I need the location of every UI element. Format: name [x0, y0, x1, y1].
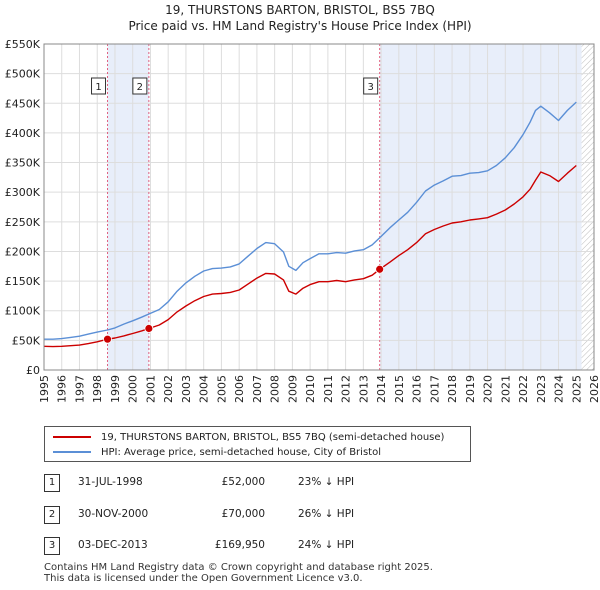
x-tick-label: 2018 — [446, 375, 459, 403]
y-tick-label: £0 — [26, 364, 40, 377]
hpi-line — [44, 101, 577, 340]
x-tick-label: 2013 — [357, 375, 370, 403]
legend-item-property: 19, THURSTONS BARTON, BRISTOL, BS5 7BQ (… — [53, 430, 444, 444]
x-tick-label: 2007 — [251, 375, 264, 403]
sale-price: £169,950 — [214, 539, 265, 551]
sale-hpi-diff: 23% ↓ HPI — [298, 476, 355, 488]
sale-date: 30-NOV-2000 — [78, 508, 149, 520]
x-tick-label: 1999 — [109, 375, 122, 403]
sale-number-badge: 2 — [44, 506, 60, 524]
sale-price: £52,000 — [221, 476, 265, 488]
x-tick-label: 1996 — [56, 375, 69, 403]
x-tick-label: 2017 — [428, 375, 441, 403]
x-tick-label: 2016 — [411, 375, 424, 403]
sale-price: £70,000 — [221, 508, 265, 520]
table-row: 1 31-JUL-1998 £52,000 23% ↓ HPI — [0, 474, 600, 498]
legend-swatch-hpi — [53, 451, 91, 453]
x-tick-label: 2008 — [269, 375, 282, 403]
x-tick-label: 2012 — [340, 375, 353, 403]
legend-swatch-property — [53, 436, 91, 438]
chart-subtitle: Price paid vs. HM Land Registry's House … — [128, 19, 472, 33]
legend-item-hpi: HPI: Average price, semi-detached house,… — [53, 445, 381, 459]
sale-label-box — [363, 77, 379, 95]
x-tick-label: 1998 — [91, 375, 104, 403]
x-tick-label: 1995 — [38, 375, 51, 403]
y-tick-label: £500K — [5, 68, 41, 81]
forecast-region — [581, 44, 594, 370]
sale-label: 1 — [95, 82, 101, 93]
legend-label-hpi: HPI: Average price, semi-detached house,… — [101, 446, 381, 458]
sale-hpi-diff: 26% ↓ HPI — [298, 508, 355, 520]
x-tick-label: 2004 — [198, 375, 211, 403]
sale-label-box — [91, 77, 107, 95]
sale-label-box — [132, 77, 148, 95]
x-tick-label: 2021 — [499, 375, 512, 403]
sale-date: 03-DEC-2013 — [78, 539, 148, 551]
x-tick-label: 2023 — [535, 375, 548, 403]
property-price-line — [43, 164, 577, 348]
y-tick-label: £450K — [5, 97, 41, 110]
x-tick-label: 2019 — [464, 375, 477, 403]
chart-title: 19, THURSTONS BARTON, BRISTOL, BS5 7BQ — [165, 3, 435, 17]
x-tick-label: 2006 — [233, 375, 246, 403]
shaded-span — [379, 44, 582, 370]
x-tick-label: 2014 — [375, 375, 388, 403]
x-tick-label: 1997 — [73, 375, 86, 403]
y-tick-label: £200K — [5, 245, 41, 258]
x-tick-label: 2011 — [322, 375, 335, 403]
x-tick-label: 2015 — [393, 375, 406, 403]
sale-number-badge: 1 — [44, 474, 60, 492]
legend-label-property: 19, THURSTONS BARTON, BRISTOL, BS5 7BQ (… — [101, 431, 445, 443]
y-tick-label: £550K — [5, 38, 41, 51]
x-tick-label: 2009 — [286, 375, 299, 403]
sale-point — [144, 324, 154, 333]
x-tick-label: 2010 — [304, 375, 317, 403]
sale-point — [103, 334, 112, 344]
x-tick-label: 2024 — [553, 375, 566, 403]
y-tick-label: £350K — [5, 157, 41, 170]
footer-license: This data is licensed under the Open Gov… — [44, 573, 363, 584]
y-tick-label: £250K — [5, 216, 41, 229]
sale-hpi-diff: 24% ↓ HPI — [298, 539, 355, 551]
sale-label: 2 — [137, 82, 143, 93]
footer: Contains HM Land Registry data © Crown c… — [44, 562, 433, 584]
price-chart: £0 £50K £100K £150K £200K £250K £300K £350K £400… — [5, 38, 600, 403]
x-tick-label: 2005 — [215, 375, 228, 403]
x-tick-label: 2003 — [180, 375, 193, 403]
x-tick-label: 2025 — [570, 375, 583, 403]
y-tick-label: £400K — [5, 127, 41, 140]
table-row: 2 30-NOV-2000 £70,000 26% ↓ HPI — [0, 506, 600, 530]
sale-label: 3 — [367, 82, 373, 93]
plot-border — [43, 43, 595, 371]
footer-copyright: Contains HM Land Registry data © Crown c… — [44, 562, 433, 573]
y-tick-label: £50K — [12, 334, 41, 347]
y-tick-label: £150K — [5, 275, 41, 288]
sale-point — [375, 264, 385, 274]
x-tick-label: 2022 — [517, 375, 530, 403]
sale-number-badge: 3 — [44, 537, 60, 555]
x-tick-label: 2000 — [127, 375, 140, 403]
x-tick-label: 2001 — [144, 375, 157, 403]
table-row: 3 03-DEC-2013 £169,950 24% ↓ HPI — [0, 537, 600, 561]
sale-date: 31-JUL-1998 — [78, 476, 143, 488]
x-tick-label: 2020 — [482, 375, 495, 403]
x-tick-label: 2002 — [162, 375, 175, 403]
shaded-span — [107, 44, 149, 370]
y-tick-label: £300K — [5, 186, 41, 199]
x-tick-label: 2026 — [588, 375, 600, 403]
legend: 19, THURSTONS BARTON, BRISTOL, BS5 7BQ (… — [44, 426, 471, 462]
y-tick-label: £100K — [5, 305, 41, 318]
